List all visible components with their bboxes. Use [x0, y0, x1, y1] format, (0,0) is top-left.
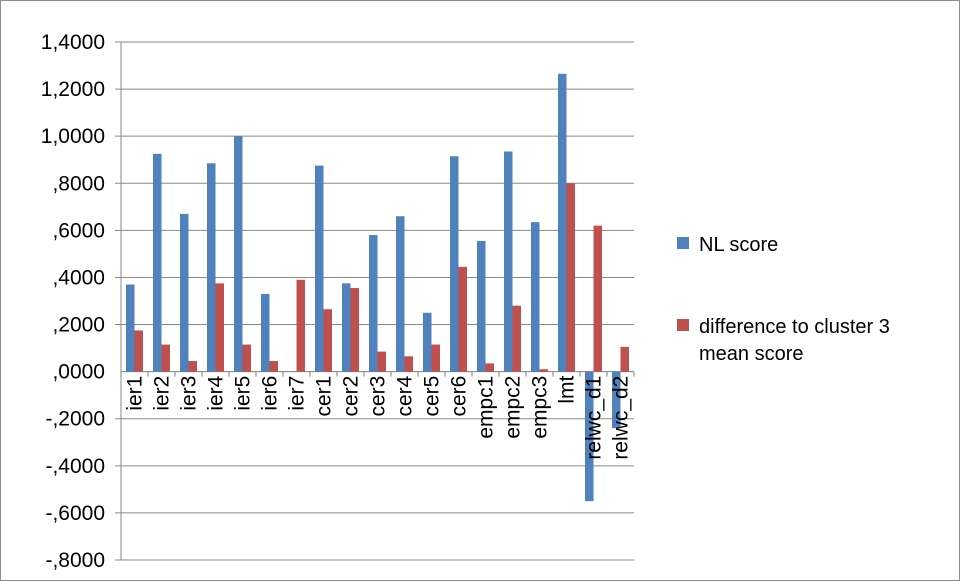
nl-score-bar-ier3 [180, 213, 189, 372]
legend: NL score difference to cluster 3 mean scor… [677, 234, 890, 365]
difference-bar-cer2 [350, 288, 359, 372]
nl-score-bar-ier4 [207, 163, 216, 372]
legend-label-difference: difference to cluster 3 mean score [699, 316, 890, 365]
difference-bar-relwc_d1 [593, 225, 602, 372]
nl-score-bar-empc1 [477, 240, 486, 372]
x-tick-label-cer6: cer6 [448, 376, 471, 417]
nl-score-bar-relwc_d1 [585, 371, 594, 502]
legend-swatch-nl-score [677, 237, 689, 249]
nl-score-bar-ier1 [126, 284, 135, 372]
x-tick-label-cer4: cer4 [394, 375, 417, 416]
nl-score-bar-cer3 [369, 235, 378, 372]
difference-bar-relwc_d2 [620, 346, 629, 372]
difference-bar-cer6 [458, 266, 467, 372]
difference-bar-cer4 [404, 356, 413, 372]
y-axis-ticks: 1,4000 1,2000 1,0000 ,8000 ,6000 ,4000 ,2000 ,0… [41, 31, 105, 572]
x-tick-label-ier6: ier6 [259, 376, 282, 411]
x-tick-label-empc1: empc1 [475, 376, 498, 439]
y-tick-label: ,4000 [52, 266, 105, 289]
bars [126, 73, 629, 502]
nl-score-bar-empc2 [504, 151, 513, 372]
y-tick-label: ,2000 [52, 314, 105, 337]
y-tick-label: ,8000 [52, 172, 105, 195]
x-tick-label-cer5: cer5 [421, 376, 444, 417]
difference-bar-ier4 [215, 283, 224, 372]
x-axis-ticks: ier1 ier2 ier3 ier4 ier5 ier6 ier7 cer1 cer2 cer3… [124, 375, 633, 459]
x-tick-label-ier4: ier4 [205, 375, 228, 410]
difference-bar-empc2 [512, 305, 521, 372]
y-tick-label: -,4000 [45, 455, 105, 478]
difference-bar-cer3 [377, 351, 386, 372]
nl-score-bar-ier5 [234, 136, 243, 372]
difference-bar-lmt [566, 183, 575, 372]
nl-score-bar-lmt [558, 73, 567, 372]
x-tick-label-ier3: ier3 [178, 376, 201, 411]
y-tick-label: -,2000 [45, 408, 105, 431]
difference-bar-ier5 [242, 344, 251, 372]
x-tick-label-cer3: cer3 [367, 376, 390, 417]
difference-bar-ier1 [134, 330, 143, 372]
y-tick-label: 1,4000 [41, 31, 105, 54]
difference-bar-ier6 [269, 361, 278, 372]
legend-label-nl-score: NL score [699, 234, 778, 256]
difference-bar-cer5 [431, 344, 440, 372]
x-tick-label-empc3: empc3 [529, 376, 552, 439]
nl-score-bar-cer6 [450, 156, 459, 372]
difference-bar-empc1 [485, 363, 494, 372]
nl-score-bar-relwc_d2 [612, 371, 621, 429]
nl-score-bar-cer2 [342, 283, 351, 372]
difference-bar-ier7 [296, 279, 305, 372]
difference-bar-ier3 [188, 361, 197, 372]
difference-bar-cer1 [323, 309, 332, 372]
x-tick-label-empc2: empc2 [502, 376, 525, 439]
nl-score-bar-cer5 [423, 312, 432, 372]
x-tick-label-relwc_d1: relwc_d1 [583, 376, 606, 460]
nl-score-bar-ier6 [261, 293, 270, 372]
y-tick-label: 1,0000 [41, 125, 105, 148]
x-tick-label-cer2: cer2 [340, 376, 363, 417]
nl-score-bar-cer4 [396, 216, 405, 372]
x-tick-label-cer1: cer1 [313, 376, 336, 417]
difference-bar-ier2 [161, 344, 170, 372]
x-tick-label-lmt: lmt [556, 375, 579, 403]
x-tick-label-relwc_d2: relwc_d2 [610, 376, 633, 460]
y-tick-label: -,8000 [45, 549, 105, 572]
x-tick-label-ier1: ier1 [124, 376, 147, 411]
nl-score-bar-cer1 [315, 165, 324, 372]
y-tick-label: ,6000 [52, 219, 105, 242]
y-tick-label: 1,2000 [41, 78, 105, 101]
difference-bar-empc3 [539, 369, 548, 372]
y-tick-label: ,0000 [52, 361, 105, 384]
x-tick-label-ier2: ier2 [151, 376, 174, 411]
nl-score-bar-ier2 [153, 153, 162, 372]
x-tick-label-ier5: ier5 [232, 376, 255, 411]
nl-score-bar-empc3 [531, 222, 540, 372]
x-tick-label-ier7: ier7 [286, 376, 309, 411]
y-tick-label: -,6000 [45, 502, 105, 525]
legend-swatch-difference [677, 319, 689, 331]
